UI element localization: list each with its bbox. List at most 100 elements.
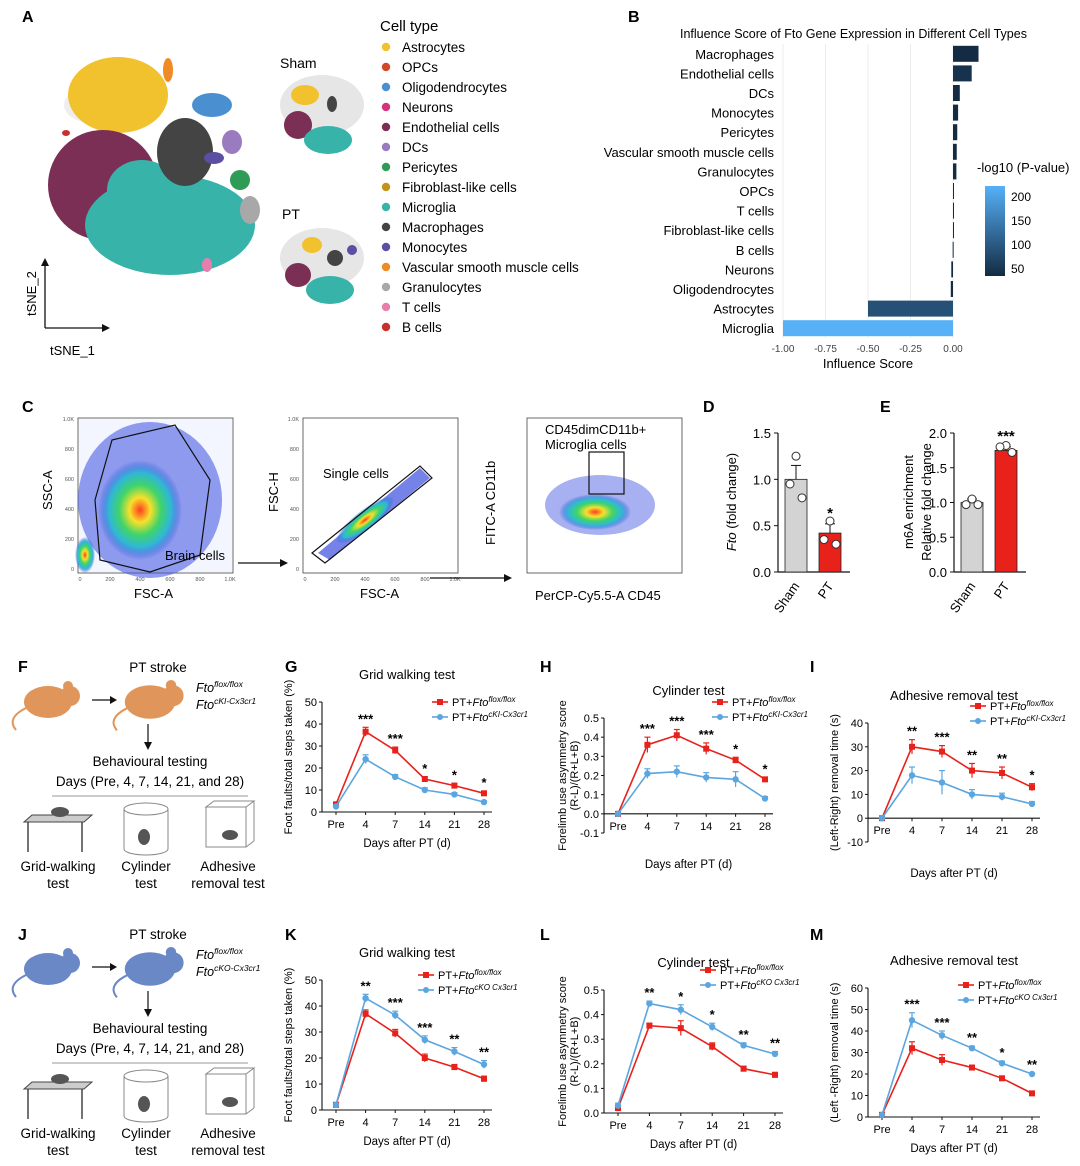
legend-label: Neurons	[402, 100, 453, 115]
legend-gene: Fto	[472, 697, 488, 709]
tsne-y-label: tSNE_2	[24, 271, 39, 316]
flow-plot-3-xlabel: PerCP-Cy5.5-A CD45	[535, 588, 661, 603]
schema-days-label: Days (Pre, 4, 7, 14, 21, and 28)	[56, 1041, 244, 1056]
line-marker	[480, 798, 488, 806]
sham-label: Sham	[280, 55, 317, 71]
mouse-ear-icon	[63, 948, 73, 958]
line-ytick-label: 50	[305, 697, 317, 709]
line-legend-marker	[437, 699, 443, 705]
legend-label: Astrocytes	[402, 40, 465, 55]
flow-xtick: 400	[135, 577, 144, 583]
line-xtick-label: 4	[646, 1120, 652, 1132]
line-marker	[673, 768, 680, 775]
line-ytick-label: 20	[305, 763, 317, 775]
legend-label: B cells	[402, 320, 442, 335]
line-marker	[909, 743, 915, 750]
schema-test1: Grid-walking	[20, 859, 95, 874]
panel-b: B Influence Score of Fto Gene Expression…	[604, 9, 1070, 371]
panel-letter-a: A	[22, 9, 34, 26]
line-significance: ***	[388, 995, 404, 1010]
line-ytick-label: -0.1	[580, 828, 599, 840]
chart-b-category-label: Fibroblast-like cells	[663, 223, 774, 238]
chart-d-ylabel: Fto (fold change)	[724, 453, 739, 551]
bar-ytick-label: 1.0	[753, 472, 771, 487]
line-marker	[421, 1055, 428, 1061]
line-legend-label: PT+Ftoflox/flox	[978, 978, 1043, 992]
line-significance: *	[733, 741, 739, 756]
line-series	[617, 1024, 776, 1109]
schema-genotype-1: Ftoflox/flox	[196, 946, 244, 962]
line-ytick-label: 0.3	[584, 1034, 599, 1046]
line-marker	[969, 1064, 975, 1071]
line-ytick-label: 10	[305, 1079, 317, 1091]
line-marker	[421, 776, 428, 782]
line-ytick-label: 40	[305, 719, 317, 731]
line-marker	[677, 1025, 684, 1032]
legend-prefix: PT+	[452, 712, 472, 724]
genotype-gene: Fto	[196, 681, 214, 695]
chart-d-ylabel-gene: Fto	[724, 532, 739, 551]
line-marker	[998, 793, 1006, 800]
chart-g: Grid walking test 0 10 20 30 40 50 Pre 4 7 14 21 28 D…	[283, 667, 528, 850]
panel-i: I Adhesive removal test -10 0 10 20 30 40 Pre 4 7…	[810, 659, 1066, 880]
legend-dot	[381, 102, 391, 112]
chart-d: 0.0 0.5 1.0 1.5 Sham PT * Fto (fold change)	[724, 426, 850, 616]
panel-letter-b: B	[628, 9, 640, 26]
line-ylabel: Foot faults/total steps taken (%)	[283, 680, 295, 835]
tsne-x-label: tSNE_1	[50, 343, 95, 358]
mouse-ear-icon	[165, 946, 177, 958]
chart-b-bar	[952, 241, 954, 258]
schema-test1b: test	[47, 1143, 69, 1158]
line-significance: ***	[699, 727, 715, 742]
panel-letter-d: D	[703, 399, 715, 416]
line-marker	[332, 803, 340, 810]
bar-ytick-label: 0.5	[753, 519, 771, 534]
line-legend-label: PT+Ftoflox/flox	[438, 968, 503, 982]
line-legend-label: PT+Ftoflox/flox	[990, 699, 1055, 713]
line-marker	[392, 773, 399, 780]
legend-gene: Fto	[1010, 701, 1026, 713]
line-significance: **	[967, 747, 978, 762]
line-xtick-label: 21	[737, 1120, 749, 1132]
pt-mac	[327, 250, 343, 266]
line-significance: *	[678, 989, 684, 1004]
grid-apparatus-icon	[22, 1081, 94, 1090]
line-marker	[392, 747, 399, 754]
adhesive-box-edge-icon	[245, 840, 255, 848]
line-marker	[969, 767, 975, 774]
chart-b-bar	[951, 261, 953, 278]
chart-b-bar	[953, 222, 954, 239]
line-xlabel: Days after PT (d)	[650, 1139, 738, 1151]
legend-gene: Fto	[740, 980, 756, 992]
legend-prefix: PT+	[990, 716, 1010, 728]
chart-b-colorbar	[985, 186, 1005, 276]
line-marker	[1028, 1070, 1036, 1078]
line-marker	[909, 1045, 915, 1052]
panel-m: M Adhesive removal test 0 10 20 30 40 50 60 Pre 4…	[810, 927, 1058, 1155]
tsne-pt	[280, 228, 364, 304]
line-series	[881, 1019, 1033, 1116]
chart-b-bar	[783, 320, 953, 337]
legend-prefix: PT+	[438, 985, 458, 997]
line-significance: *	[422, 761, 428, 776]
legend-superscript: cKI-Cx3cr1	[1026, 714, 1066, 723]
mouse-body-icon	[24, 953, 72, 985]
line-legend-label: PT+FtocKI-Cx3cr1	[452, 710, 528, 724]
line-ytick-label: 20	[851, 1069, 863, 1081]
schema-test2: Cylinder	[121, 859, 171, 874]
chart-b-bar	[953, 143, 957, 160]
line-series	[617, 734, 766, 815]
chart-b-legend-title: -log10 (P-value)	[977, 160, 1070, 175]
legend-gene: Fto	[998, 980, 1014, 992]
sham-endo	[284, 111, 312, 139]
line-significance: **	[644, 985, 655, 1000]
flow-ytick: 400	[290, 507, 299, 513]
line-marker	[646, 1000, 653, 1007]
legend-label: Pericytes	[402, 160, 458, 175]
line-ytick-label: 0.3	[584, 751, 599, 763]
pt-label: PT	[282, 206, 300, 222]
legend-prefix: PT+	[990, 701, 1010, 713]
line-marker	[451, 1048, 458, 1055]
line-ylabel: (Left -Right) removal time (s)	[829, 983, 841, 1123]
bar-category-label: Sham	[947, 579, 979, 615]
